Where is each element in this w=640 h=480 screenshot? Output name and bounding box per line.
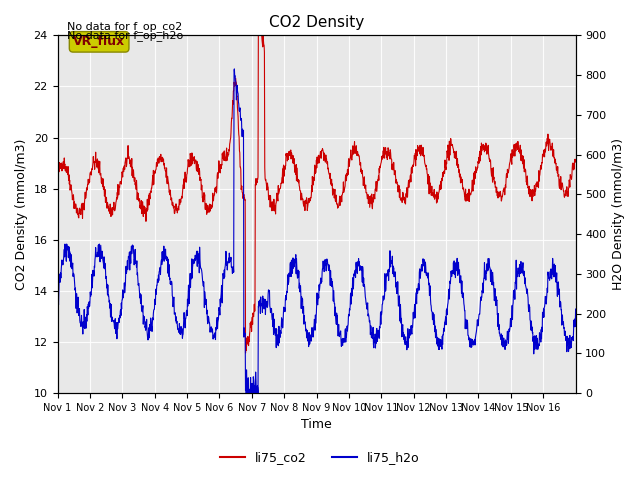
li75_co2 <box>439 174 447 180</box>
Line: li75_co2: li75_co2 <box>58 36 575 353</box>
li75_h2o <box>439 332 447 337</box>
Text: No data for f_op_co2: No data for f_op_co2 <box>67 21 182 32</box>
Text: VR_flux: VR_flux <box>73 36 125 48</box>
li75_h2o <box>566 346 573 351</box>
li75_co2 <box>54 172 61 178</box>
X-axis label: Time: Time <box>301 419 332 432</box>
li75_h2o <box>572 306 579 312</box>
Legend: li75_co2, li75_h2o: li75_co2, li75_h2o <box>215 446 425 469</box>
li75_co2 <box>572 159 579 165</box>
Y-axis label: CO2 Density (mmol/m3): CO2 Density (mmol/m3) <box>15 139 28 290</box>
li75_co2 <box>294 175 301 181</box>
li75_h2o <box>303 327 311 333</box>
li75_co2 <box>303 208 311 214</box>
li75_h2o <box>243 390 250 396</box>
li75_co2 <box>134 198 142 204</box>
Line: li75_h2o: li75_h2o <box>58 69 575 393</box>
Title: CO2 Density: CO2 Density <box>269 15 364 30</box>
li75_h2o <box>54 292 61 298</box>
li75_h2o <box>515 265 523 271</box>
li75_h2o <box>294 275 301 281</box>
Text: No data for f_op_h2o: No data for f_op_h2o <box>67 30 184 41</box>
li75_h2o <box>134 281 142 287</box>
li75_co2 <box>566 179 573 185</box>
li75_co2 <box>242 350 250 356</box>
li75_co2 <box>515 149 523 155</box>
Y-axis label: H2O Density (mmol/m3): H2O Density (mmol/m3) <box>612 138 625 290</box>
li75_h2o <box>230 66 238 72</box>
li75_co2 <box>255 33 262 38</box>
